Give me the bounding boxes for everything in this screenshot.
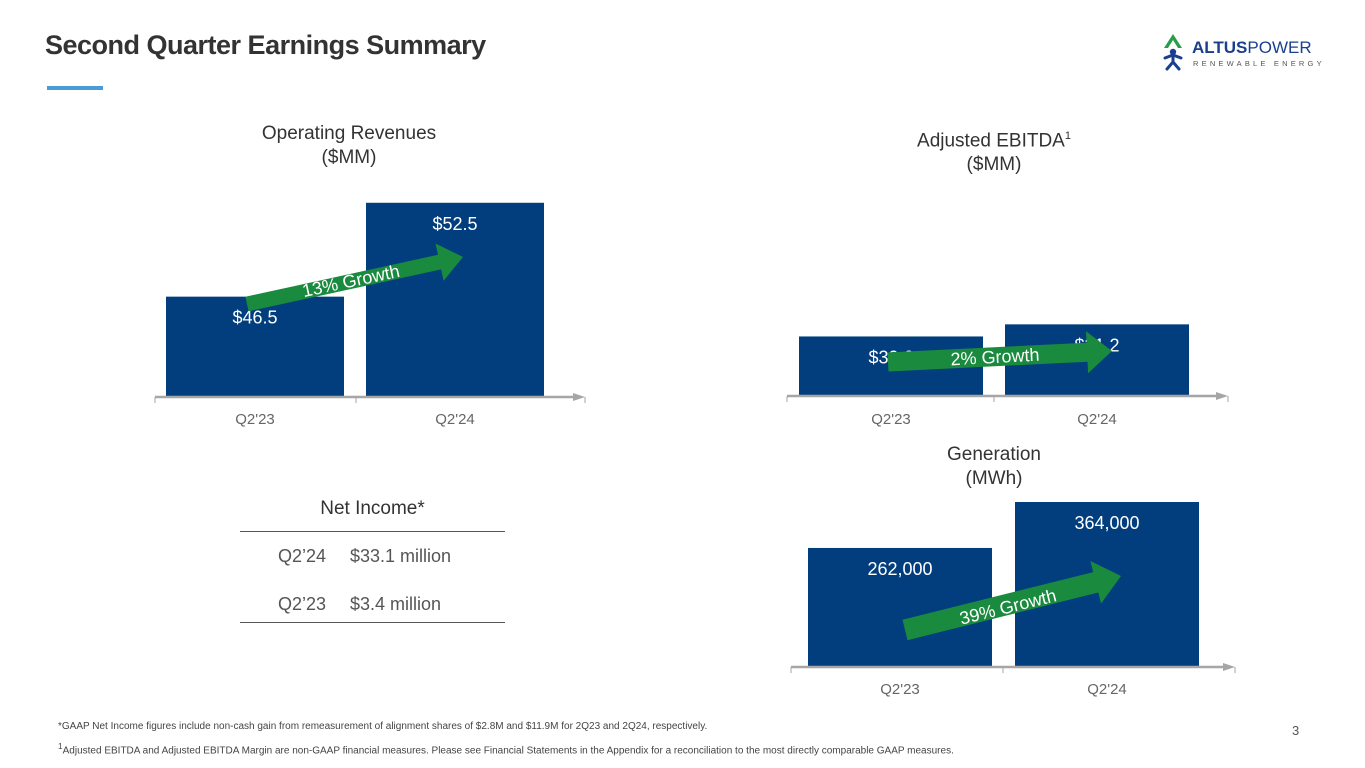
page-title: Second Quarter Earnings Summary: [45, 30, 486, 60]
logo-wordmark: ALTUSPOWER: [1192, 38, 1312, 57]
bar-value-label: 364,000: [1074, 513, 1139, 533]
category-tick-label: Q2'24: [1077, 411, 1117, 428]
category-tick-label: Q2'23: [235, 411, 275, 428]
bar-value-label: 262,000: [867, 559, 932, 579]
growth-arrow: [887, 331, 1112, 374]
bar-q223: [166, 296, 344, 396]
growth-label: 2% Growth: [950, 345, 1040, 370]
chart-ebitda-title: Adjusted EBITDA1 ($MM): [917, 130, 1071, 176]
category-tick-label: Q2'23: [880, 681, 920, 698]
net-income-bottom-rule: [240, 622, 505, 623]
footnote-ebitda: 1Adjusted EBITDA and Adjusted EBITDA Mar…: [58, 741, 954, 757]
net-income-period: Q2’24: [277, 545, 326, 566]
x-axis-arrowhead: [1223, 663, 1235, 671]
net-income-title: Net Income*: [240, 498, 505, 532]
chart-revenue-title: Operating Revenues ($MM): [261, 123, 437, 168]
x-axis-arrowhead: [573, 393, 585, 401]
net-income-value: $3.4 million: [350, 593, 442, 614]
bar-q224: [366, 202, 544, 396]
net-income-period: Q2’23: [277, 593, 326, 614]
chart-generation-title: Generation (MWh): [946, 444, 1041, 489]
title-accent-rule: [47, 86, 103, 90]
net-income-row: Q2’24 $33.1 million: [240, 532, 505, 580]
category-tick-label: Q2'23: [871, 411, 911, 428]
net-income-row: Q2’23 $3.4 million: [240, 580, 505, 628]
x-axis-arrowhead: [1216, 392, 1228, 400]
bar-value-label: $46.5: [232, 308, 277, 328]
net-income-value: $33.1 million: [350, 545, 452, 566]
category-tick-label: Q2'24: [1087, 681, 1127, 698]
logo-tagline: RENEWABLE ENERGY: [1193, 59, 1325, 68]
company-logo: ALTUSPOWER RENEWABLE ENERGY: [1158, 32, 1322, 72]
footnote-gaap: *GAAP Net Income figures include non-cas…: [58, 721, 708, 732]
page-number: 3: [1292, 723, 1300, 738]
category-tick-label: Q2'24: [435, 411, 475, 428]
altus-figure-icon: [1163, 34, 1183, 71]
growth-arrow: [902, 561, 1121, 641]
growth-arrow: [245, 243, 463, 312]
net-income-table: Net Income* Q2’24 $33.1 million Q2’23 $3…: [240, 498, 505, 623]
bar-value-label: $52.5: [432, 214, 477, 234]
